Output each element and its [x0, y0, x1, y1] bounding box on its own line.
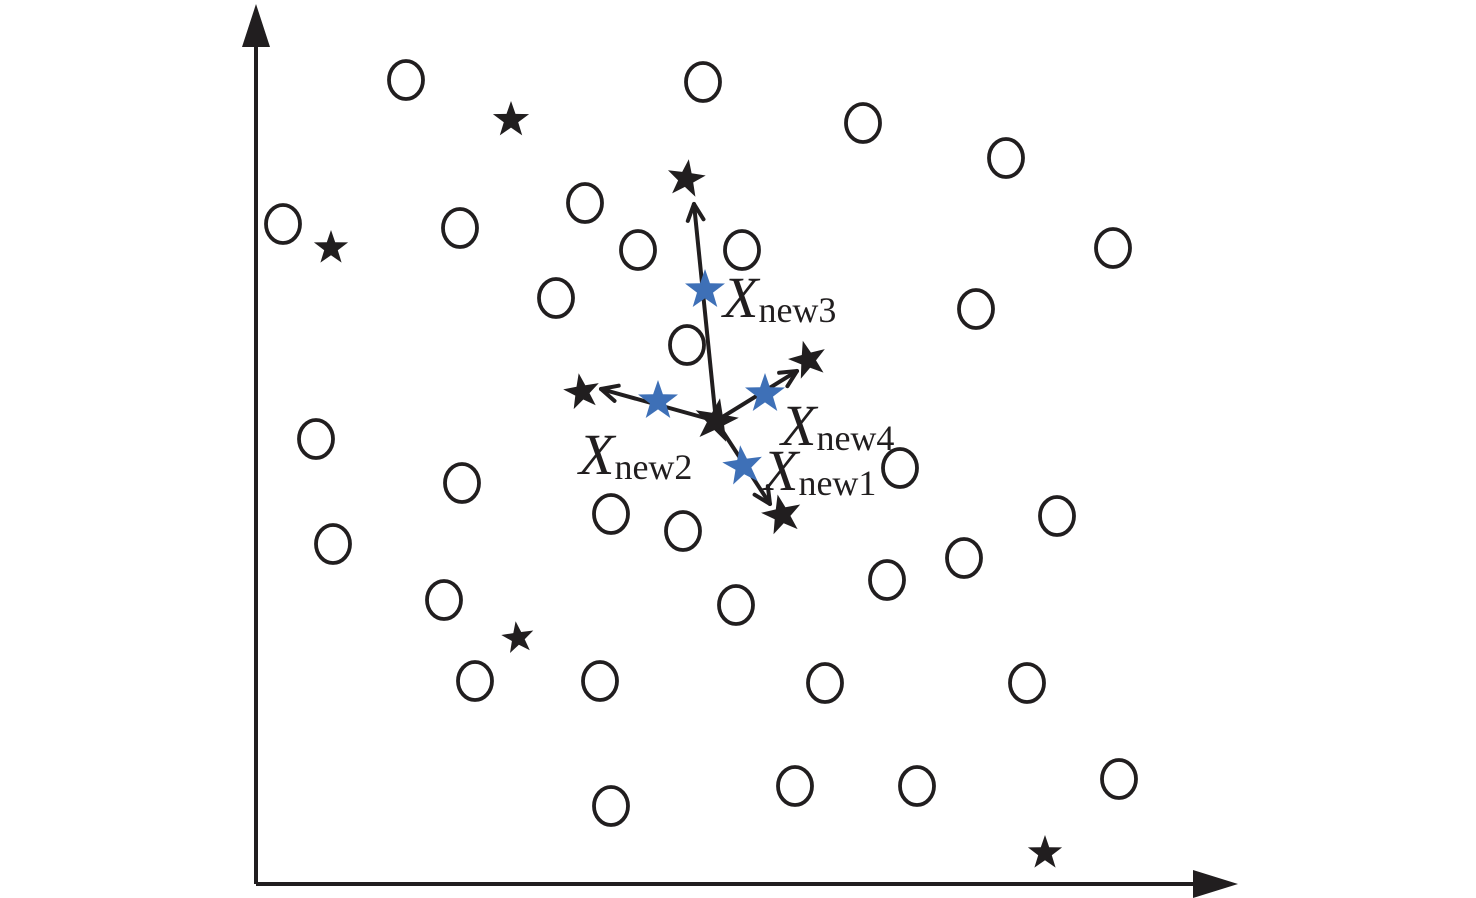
majority-sample-circle [684, 61, 722, 103]
majority-sample-circle [297, 418, 335, 460]
majority-sample-circle [776, 765, 814, 807]
y-axis-arrowhead-icon [242, 4, 270, 47]
neighbor-minority-star [788, 340, 825, 379]
minority-sample-star [313, 230, 349, 263]
axes [242, 4, 1238, 898]
majority-sample-circle [806, 662, 844, 704]
majority-sample-circle [1094, 227, 1132, 269]
label-main-symbol: X [761, 438, 801, 503]
arrowhead-chevron-icon [599, 387, 617, 403]
majority-sample-circle [881, 447, 919, 489]
neighbor-minority-star [761, 494, 801, 535]
majority-sample-circle [1038, 495, 1076, 537]
majority-sample-circle [668, 324, 706, 366]
label-xnew4: Xnew4 [779, 393, 894, 458]
majority-sample-circle [566, 182, 604, 224]
synthetic-sample-star [722, 445, 762, 485]
majority-class-circles [264, 59, 1138, 827]
majority-sample-circle [314, 523, 352, 565]
label-xnew1: Xnew1 [761, 438, 876, 503]
synthetic-sample-star [745, 373, 785, 411]
majority-sample-circle [1008, 662, 1046, 704]
majority-sample-circle [1100, 758, 1138, 800]
arrowhead-chevron-icon [599, 383, 621, 391]
x-axis-arrowhead-icon [1193, 870, 1238, 898]
minority-sample-star [1027, 835, 1063, 868]
arrowhead-chevron-icon [692, 202, 706, 222]
minority-class-stars [313, 101, 1063, 868]
majority-sample-circle [264, 203, 302, 245]
synthetic-sample-star [638, 380, 678, 418]
label-main-symbol: X [721, 265, 761, 330]
arrowhead-chevron-icon [785, 369, 799, 389]
central-minority-star [695, 398, 739, 442]
minority-sample-star [492, 101, 530, 136]
label-xnew3: Xnew3 [721, 265, 836, 330]
majority-sample-circle [868, 559, 906, 601]
arrowhead-chevron-icon [752, 492, 772, 506]
arrowhead-chevron-icon [777, 369, 799, 375]
majority-sample-circle [456, 660, 494, 702]
label-main-symbol: X [779, 393, 819, 458]
label-subscript: new4 [816, 418, 894, 458]
majority-sample-circle [581, 660, 619, 702]
majority-sample-circle [664, 510, 702, 552]
majority-sample-circle [441, 207, 479, 249]
majority-sample-circle [592, 785, 630, 827]
synthetic-sample-stars [638, 269, 785, 485]
majority-sample-circle [592, 493, 630, 535]
label-subscript: new2 [614, 447, 692, 487]
majority-sample-circle [898, 765, 936, 807]
neighbor-arrow-shaft [692, 203, 718, 422]
synthetic-sample-star [685, 269, 725, 307]
label-xnew2: Xnew2 [577, 422, 692, 487]
majority-sample-circle [425, 579, 463, 621]
majority-sample-circle [537, 277, 575, 319]
minority-sample-star [501, 621, 534, 653]
majority-sample-circle [443, 462, 481, 504]
majority-sample-circle [723, 229, 761, 271]
neighbor-minority-star [563, 373, 599, 410]
majority-sample-circle [957, 288, 995, 330]
majority-sample-circle [619, 229, 657, 271]
neighbor-minority-star [668, 159, 706, 197]
label-main-symbol: X [577, 422, 617, 487]
arrowhead-chevron-icon [765, 484, 772, 506]
majority-sample-circle [387, 59, 425, 101]
majority-sample-circle [987, 137, 1025, 179]
label-subscript: new1 [798, 463, 876, 503]
arrowhead-chevron-icon [685, 202, 696, 223]
majority-sample-circle [717, 584, 755, 626]
majority-sample-circle [945, 537, 983, 579]
majority-sample-circle [844, 102, 882, 144]
label-subscript: new3 [758, 290, 836, 330]
